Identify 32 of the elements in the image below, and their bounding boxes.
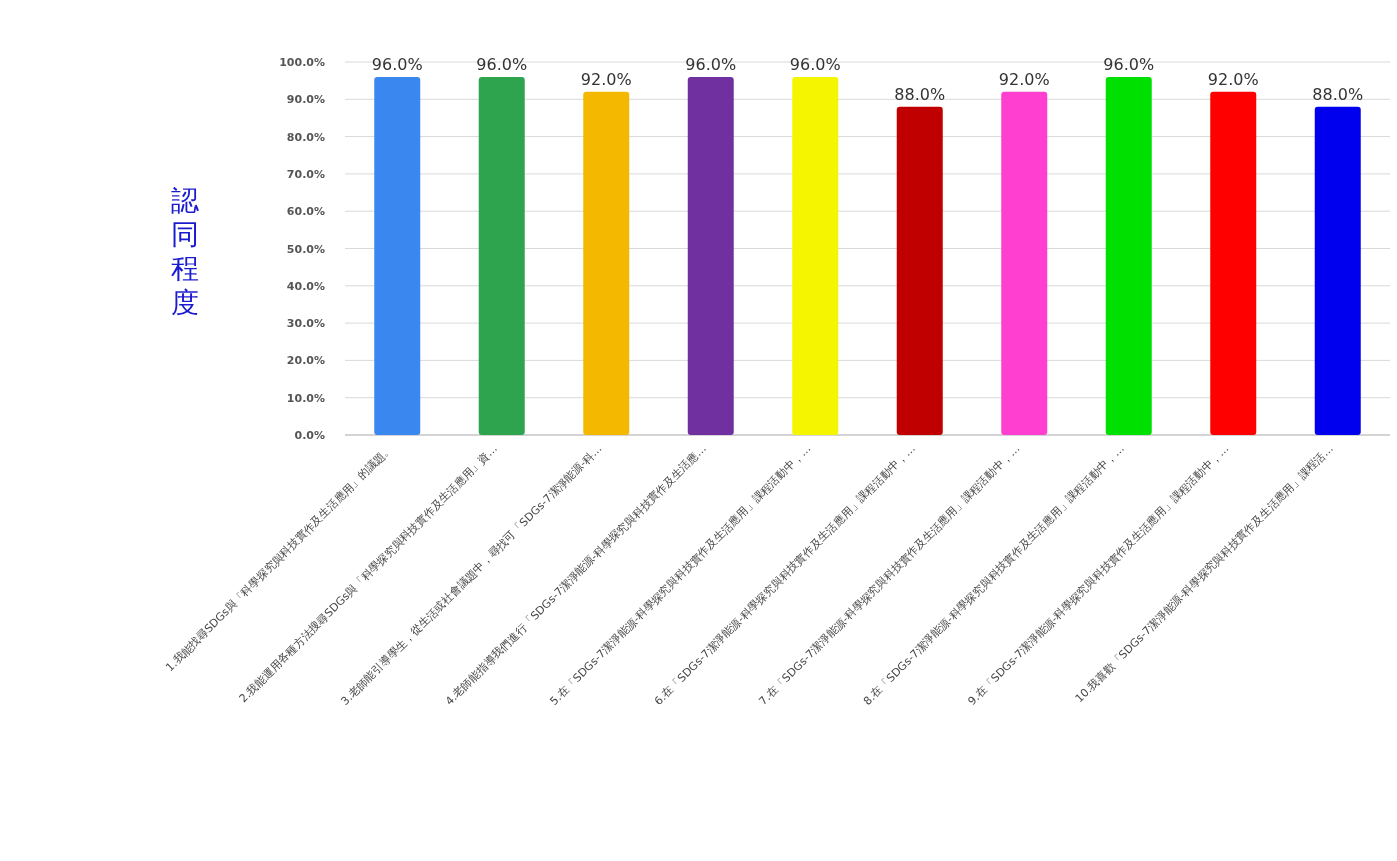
y-tick-label: 0.0% [294, 429, 325, 442]
bar [792, 76, 839, 435]
y-tick-label: 50.0% [286, 242, 325, 256]
data-label: 92.0% [1207, 69, 1259, 89]
y-tick-label: 30.0% [286, 317, 325, 331]
y-tick-label: 70.0% [286, 167, 325, 181]
bar [1210, 91, 1257, 435]
bar [1105, 76, 1152, 435]
bar [1314, 106, 1361, 435]
y-tick-label: 80.0% [286, 130, 325, 144]
data-label: 96.0% [685, 54, 737, 74]
bar [478, 76, 525, 435]
y-tick-label: 10.0% [286, 391, 325, 405]
bar [1001, 91, 1048, 435]
data-label: 96.0% [789, 54, 841, 74]
y-tick-label: 90.0% [286, 93, 325, 107]
bar [687, 76, 734, 435]
data-label: 88.0% [894, 84, 946, 104]
data-label: 96.0% [371, 54, 423, 74]
y-tick-label: 100.0% [279, 56, 325, 69]
y-tick-label: 40.0% [286, 279, 325, 293]
y-tick-label: 20.0% [286, 354, 325, 368]
y-tick-label: 60.0% [286, 205, 325, 219]
y-axis-title: 認同程度 [171, 184, 199, 319]
bar [583, 91, 630, 435]
data-label: 96.0% [476, 54, 528, 74]
data-label: 96.0% [1103, 54, 1155, 74]
data-label: 88.0% [1312, 84, 1364, 104]
bar [896, 106, 943, 435]
bar [374, 76, 421, 435]
data-label: 92.0% [998, 69, 1050, 89]
data-label: 92.0% [580, 69, 632, 89]
